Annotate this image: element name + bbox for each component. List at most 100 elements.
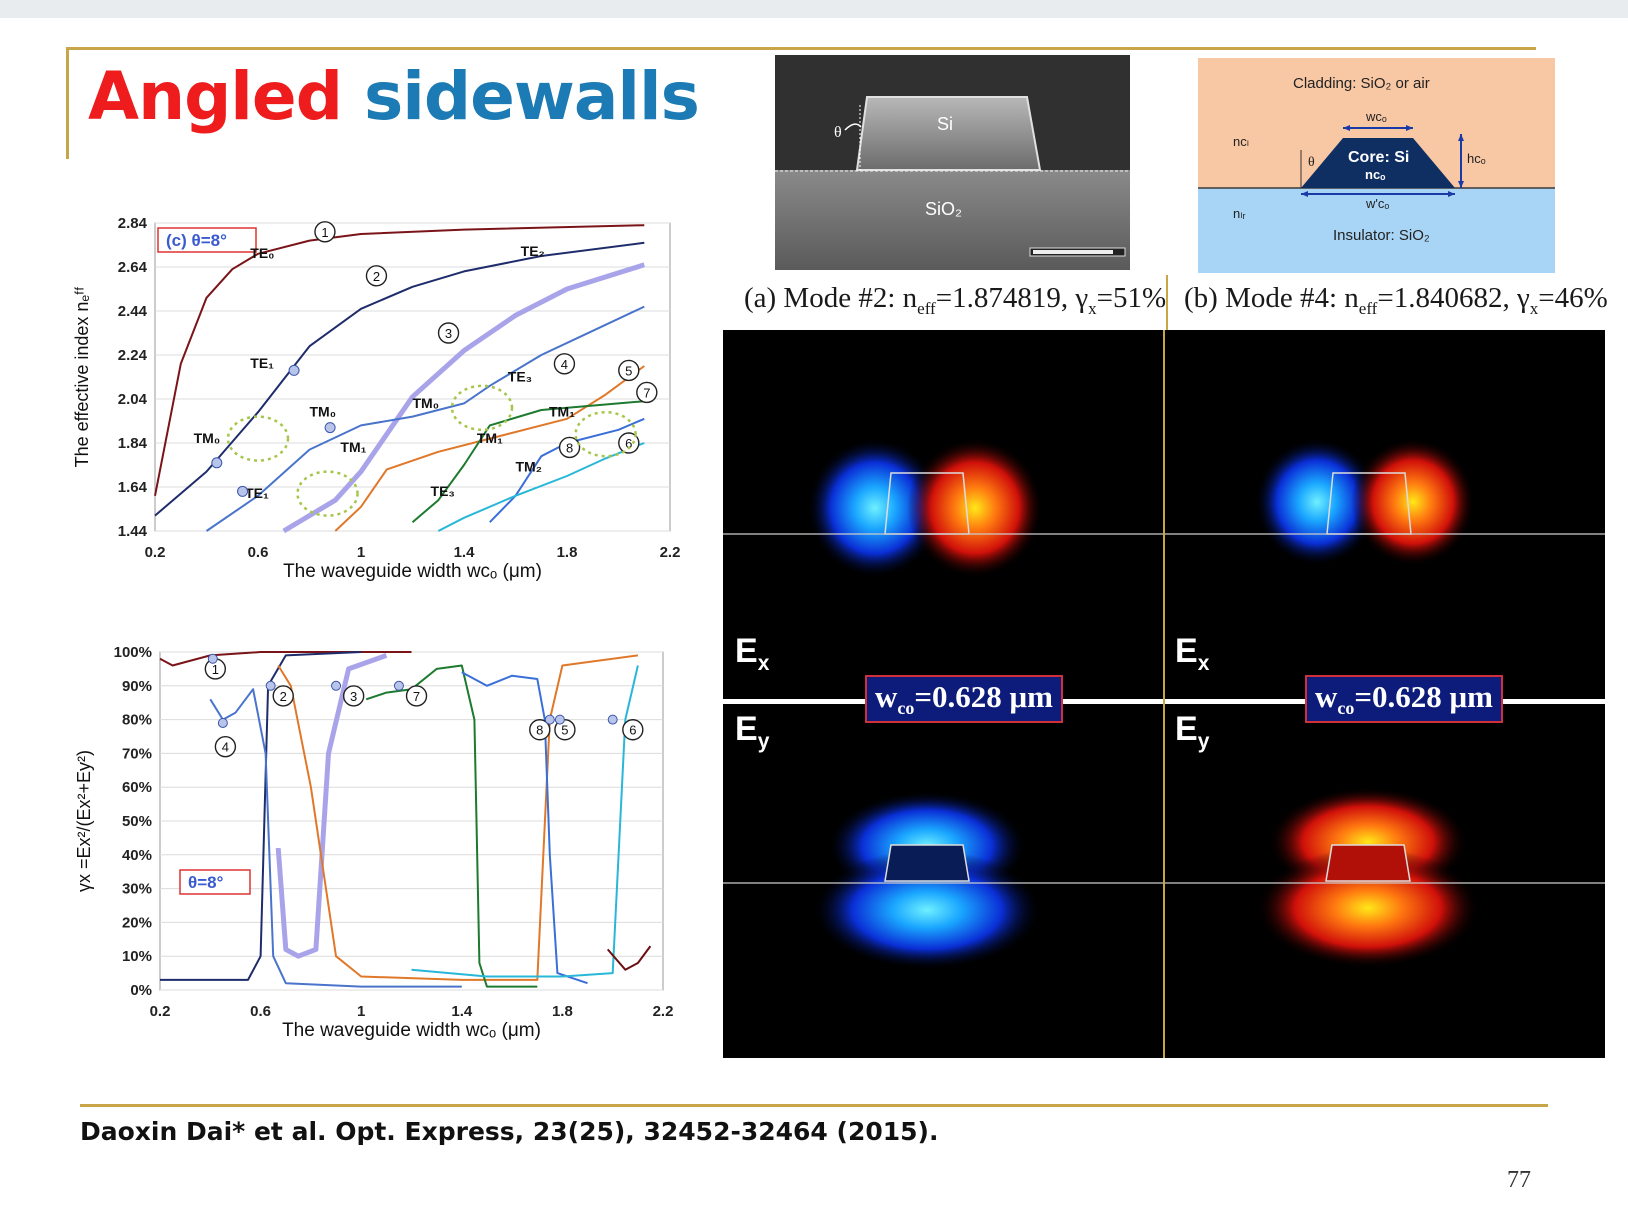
mode-marker-number: 4 (561, 357, 568, 372)
series-line-5 (277, 654, 639, 981)
chart-title: (c) θ=8° (166, 231, 227, 250)
caption-b-suffix: =46% (1538, 282, 1608, 314)
reference-rule (80, 1104, 1548, 1107)
x-tick-label: 1 (357, 544, 365, 561)
nco-label: nᴄₒ (1365, 167, 1386, 182)
mode-marker-number: 2 (280, 689, 287, 704)
x-tick-label: 1.8 (557, 544, 578, 561)
ex-a-letter: E (735, 632, 758, 670)
core-label: Core: Si (1348, 149, 1409, 166)
series-line-1 (159, 651, 412, 667)
caption-a-sub2: x (1088, 298, 1097, 318)
mode-field-plots: Ex Ex Ey Ey wco=0.628 μm wco=0.628 μm (723, 330, 1605, 1058)
mode-marker-number: 4 (222, 740, 229, 755)
mode-label: TM₁ (340, 439, 366, 455)
data-point (237, 485, 249, 497)
data-point (544, 714, 555, 725)
title-rule-left (66, 47, 69, 159)
y-tick-label: 1.64 (118, 479, 148, 496)
mode-marker-number: 8 (566, 440, 573, 455)
wco-box-b: wco=0.628 μm (1305, 675, 1503, 724)
mode-label: TE₀ (250, 245, 274, 261)
mode-label: TM₁ (477, 430, 503, 446)
mode-label: TM₀ (194, 430, 221, 446)
series-line-7 (489, 417, 645, 523)
mode-marker-circle (618, 359, 640, 382)
caption-b-sub1: eff (1358, 298, 1378, 318)
y-tick-label: 2.24 (118, 347, 148, 364)
series-line-8 (437, 442, 645, 532)
y-axis-label: The effective index nₑᶠᶠ (72, 287, 92, 468)
mode-label: TM₀ (310, 404, 337, 420)
y-tick-label: 80% (122, 712, 152, 729)
ncl-label: nᴄₗ (1233, 134, 1249, 149)
mode-marker-circle (342, 685, 365, 707)
wco-top-label: wᴄₒ (1365, 109, 1387, 124)
crossing-highlight (574, 410, 637, 458)
mode-marker-number: 8 (536, 723, 543, 738)
mode-marker-number: 6 (629, 723, 636, 738)
wco-b-sub: co (1337, 698, 1355, 719)
x-tick-label: 0.2 (145, 544, 166, 561)
y-tick-label: 30% (122, 881, 152, 898)
series-line-6 (365, 664, 538, 988)
mode-marker-number: 7 (643, 385, 650, 400)
mode-marker-circle (558, 436, 581, 459)
mode-marker-circle (622, 719, 644, 741)
sem-image: θ Si SiO₂ (775, 55, 1130, 270)
y-tick-label: 10% (122, 948, 152, 965)
page-number: 77 (1507, 1167, 1531, 1193)
ey-label-a: Ey (735, 710, 769, 754)
caption-a: (a) Mode #2: neff=1.874819, γx=51% (744, 282, 1166, 319)
data-point (554, 714, 565, 725)
ey-a-letter: E (735, 710, 758, 748)
insulator-label: Insulator: SiO₂ (1333, 227, 1430, 244)
y-tick-label: 20% (122, 914, 152, 931)
y-tick-label: 2.44 (118, 303, 148, 320)
x-tick-label: 0.6 (250, 1003, 271, 1020)
sem-theta: θ (834, 124, 842, 141)
y-tick-label: 50% (122, 813, 152, 830)
x-tick-label: 1.8 (552, 1003, 573, 1020)
y-tick-label: 90% (122, 678, 152, 695)
ey-b-sub: y (1197, 729, 1210, 753)
mode-marker-number: 2 (373, 269, 380, 284)
wco-b-value: =0.628 μm (1354, 679, 1493, 714)
wco-a-sub: co (897, 698, 915, 719)
x-tick-label: 0.2 (150, 1003, 171, 1020)
x-tick-label: 2.2 (660, 544, 681, 561)
mode-marker-number: 7 (413, 689, 420, 704)
wco-a-w: w (875, 679, 898, 714)
y-tick-label: 0% (130, 982, 152, 999)
slide-title: Angled sidewalls (88, 58, 700, 135)
mode-marker-circle (618, 432, 640, 454)
neff-chart: 1.441.641.842.042.242.442.642.840.2 0.6 1 1… (72, 215, 681, 582)
data-point (393, 680, 404, 691)
data-point (324, 422, 336, 434)
wco-bottom-label: w'ᴄₒ (1365, 196, 1389, 211)
series-line-3 (209, 688, 462, 988)
x-tick-label: 1.4 (451, 1003, 473, 1020)
mode-marker-number: 3 (445, 326, 452, 341)
mode-marker-circle (554, 719, 576, 741)
wco-box-a: wco=0.628 μm (865, 675, 1063, 724)
data-point (217, 717, 228, 728)
mode-label: TE₃ (431, 483, 455, 499)
mode-marker-circle (314, 221, 336, 243)
mode-label: TM₀ (413, 395, 440, 411)
y-tick-label: 60% (122, 779, 152, 796)
mode-marker-circle (636, 381, 658, 404)
hco-label: hᴄₒ (1467, 151, 1486, 166)
mode-label: TE₁ (250, 355, 274, 371)
series-line-8 (411, 665, 639, 978)
y-tick-label: 1.84 (118, 435, 148, 452)
title-rule (66, 47, 1536, 50)
mode-marker-number: 1 (212, 662, 219, 677)
ex-label-a: Ex (735, 632, 769, 676)
y-axis-label: γx =Ex²/(Ex²+Ey²) (74, 750, 94, 892)
crossing-highlight (226, 415, 290, 462)
data-point (265, 680, 276, 691)
wco-a-value: =0.628 μm (914, 679, 1053, 714)
series-line-2 (160, 651, 362, 981)
series-line-7 (461, 671, 588, 985)
